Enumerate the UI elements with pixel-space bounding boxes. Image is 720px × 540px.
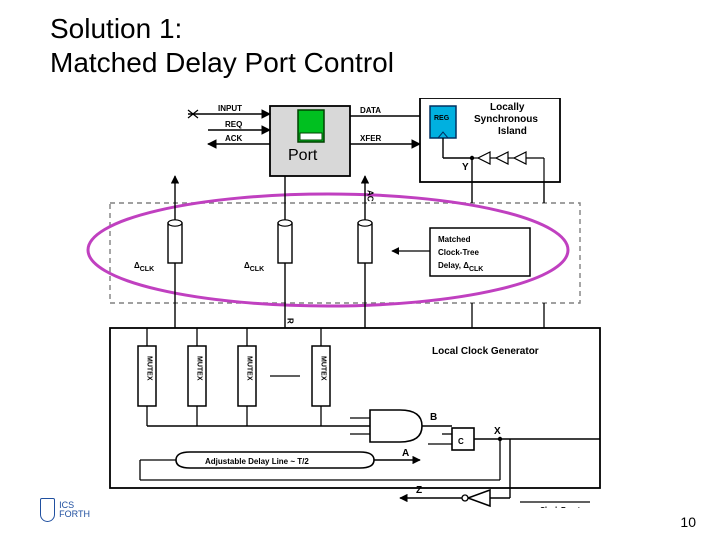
xfer-label: XFER — [360, 134, 382, 143]
req-label: REQ — [225, 120, 242, 129]
svg-text:Clock Reset: Clock Reset — [540, 507, 581, 508]
svg-text:MUTEX: MUTEX — [320, 356, 327, 381]
dclk2: ΔCLK — [244, 261, 264, 273]
reg-label: REG — [434, 115, 450, 122]
svg-text:X: X — [494, 426, 501, 437]
r-label: R — [286, 318, 295, 324]
island-l2: Synchronous — [474, 114, 538, 125]
circuit-diagram: Port INPUT REQ ACK DATA XFER REG Locally… — [60, 98, 640, 508]
port-green-slot — [300, 133, 322, 140]
svg-text:MUTEX: MUTEX — [146, 356, 153, 381]
input-label: INPUT — [218, 104, 242, 113]
logo-shield-icon — [40, 498, 55, 522]
svg-text:MUTEX: MUTEX — [246, 356, 253, 381]
svg-text:Adjustable Delay Line ~ T/2: Adjustable Delay Line ~ T/2 — [205, 457, 309, 466]
matched-l1: Matched — [438, 235, 471, 244]
port-label: Port — [288, 147, 318, 164]
matched-l2: Clock-Tree — [438, 248, 479, 257]
page-number: 10 — [680, 514, 696, 530]
diagram-container: Port INPUT REQ ACK DATA XFER REG Locally… — [60, 98, 640, 508]
svg-text:B: B — [430, 412, 437, 423]
delay-1: ΔCLK — [134, 176, 182, 328]
lcg-label: Local Clock Generator — [432, 346, 539, 357]
title-line2: Matched Delay Port Control — [50, 47, 394, 78]
svg-text:Z: Z — [416, 485, 422, 496]
title-line1: Solution 1: — [50, 13, 182, 44]
svg-text:A: A — [402, 448, 409, 459]
logo-line2: FORTH — [59, 509, 90, 519]
ac-label: AC — [366, 190, 375, 202]
island-l1: Locally — [490, 102, 525, 113]
logo: ICS FORTH — [40, 490, 90, 530]
island-l3: Island — [498, 126, 527, 137]
y-label: Y — [462, 162, 469, 173]
reg-box — [430, 106, 456, 138]
svg-text:C: C — [458, 437, 464, 446]
dclk1: ΔCLK — [134, 261, 154, 273]
data-label: DATA — [360, 106, 381, 115]
ack-label: ACK — [225, 134, 243, 143]
svg-text:MUTEX: MUTEX — [196, 356, 203, 381]
